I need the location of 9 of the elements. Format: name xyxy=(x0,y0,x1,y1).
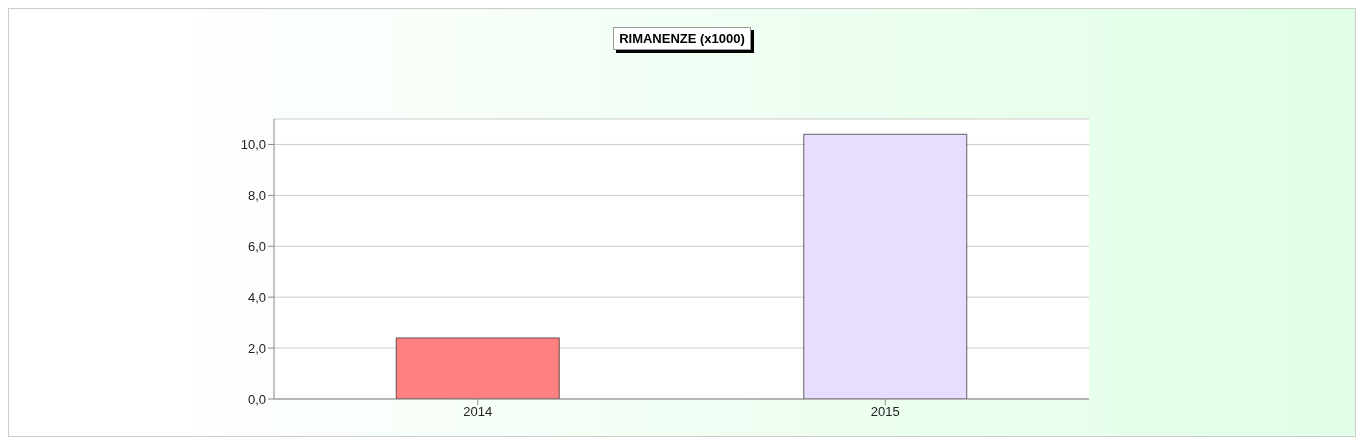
x-tick-label: 2014 xyxy=(463,404,493,420)
y-tick-label: 4,0 xyxy=(247,289,266,305)
chart-title: RIMANENZE (x1000) xyxy=(613,27,751,50)
y-tick-label: 10,0 xyxy=(240,137,266,153)
y-tick-label: 0,0 xyxy=(247,391,266,407)
x-tick-label: 2015 xyxy=(870,404,900,420)
y-tick-label: 8,0 xyxy=(247,187,266,203)
y-tick-label: 2,0 xyxy=(247,340,266,356)
y-tick-label: 6,0 xyxy=(247,238,266,254)
